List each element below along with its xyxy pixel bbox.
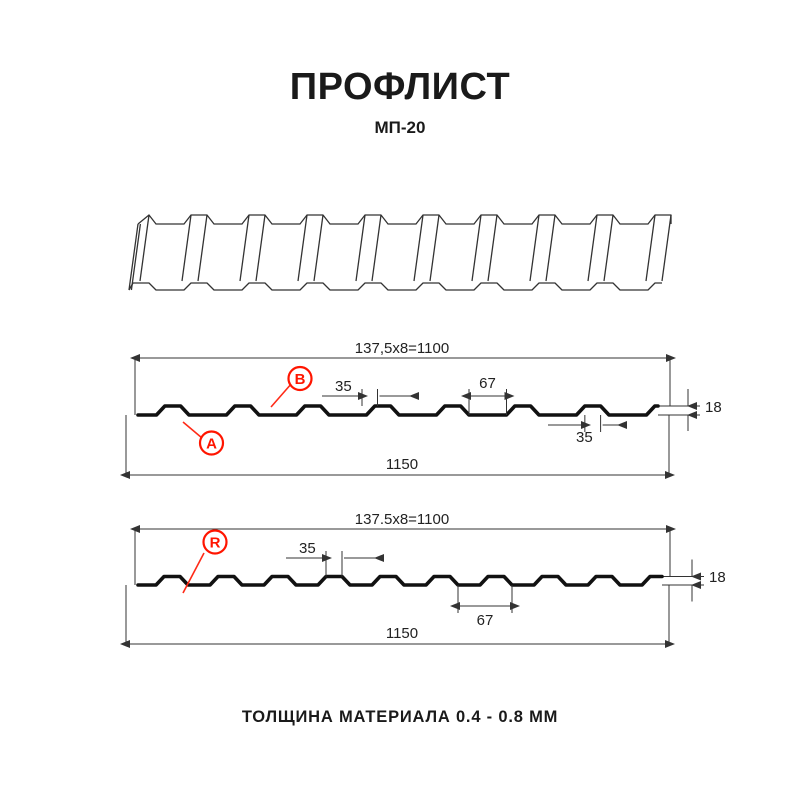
svg-text:A: A (206, 436, 217, 453)
svg-text:МП-20: МП-20 (375, 118, 426, 137)
svg-text:67: 67 (477, 612, 494, 629)
svg-text:137.5x8=1100: 137.5x8=1100 (355, 511, 449, 528)
svg-text:ТОЛЩИНА МАТЕРИАЛА 0.4 - 0.8 ММ: ТОЛЩИНА МАТЕРИАЛА 0.4 - 0.8 ММ (242, 708, 558, 726)
svg-text:137,5x8=1100: 137,5x8=1100 (355, 340, 449, 357)
svg-text:R: R (210, 535, 221, 552)
svg-text:35: 35 (576, 429, 593, 446)
svg-text:ПРОФЛИСТ: ПРОФЛИСТ (290, 66, 510, 108)
svg-text:35: 35 (299, 540, 316, 557)
svg-text:18: 18 (705, 399, 722, 416)
svg-text:1150: 1150 (386, 456, 418, 473)
svg-text:35: 35 (335, 378, 352, 395)
svg-text:1150: 1150 (386, 625, 418, 642)
svg-text:B: B (295, 371, 306, 388)
svg-text:18: 18 (709, 569, 726, 586)
svg-text:67: 67 (479, 375, 496, 392)
